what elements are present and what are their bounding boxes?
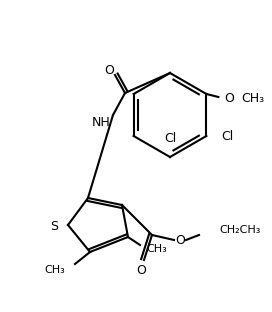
Text: O: O bbox=[175, 233, 185, 246]
Text: O: O bbox=[136, 264, 146, 276]
Text: S: S bbox=[50, 221, 58, 233]
Text: O: O bbox=[224, 92, 234, 105]
Text: NH: NH bbox=[92, 116, 110, 129]
Text: Cl: Cl bbox=[221, 129, 234, 143]
Text: CH₃: CH₃ bbox=[241, 92, 264, 105]
Text: Cl: Cl bbox=[164, 132, 176, 145]
Text: O: O bbox=[104, 64, 114, 76]
Text: CH₂CH₃: CH₂CH₃ bbox=[219, 225, 260, 235]
Text: CH₃: CH₃ bbox=[44, 265, 65, 275]
Text: CH₃: CH₃ bbox=[146, 244, 167, 254]
